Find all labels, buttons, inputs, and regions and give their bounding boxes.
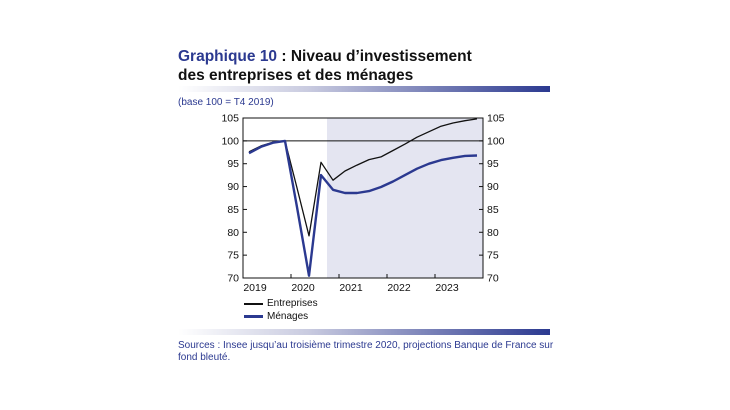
chart-title: Graphique 10 : Niveau d’investissement d… xyxy=(178,47,558,85)
title-rule xyxy=(178,86,550,92)
y-tick-label-right: 75 xyxy=(487,250,499,262)
y-tick-label-left: 70 xyxy=(227,273,239,285)
y-tick-label-right: 105 xyxy=(487,113,505,125)
legend-swatch-menages xyxy=(244,315,263,318)
y-tick-label-left: 105 xyxy=(221,113,239,125)
y-tick-label-left: 75 xyxy=(227,250,239,262)
unit-note: (base 100 = T4 2019) xyxy=(178,97,274,108)
y-tick-label-left: 85 xyxy=(227,204,239,216)
legend-item-menages: Ménages xyxy=(244,310,318,323)
x-tick-label: 2021 xyxy=(339,282,363,294)
y-tick-label-right: 90 xyxy=(487,181,499,193)
legend-item-entreprises: Entreprises xyxy=(244,297,318,310)
y-tick-label-left: 80 xyxy=(227,227,239,239)
legend-label-menages: Ménages xyxy=(267,311,309,322)
y-tick-label-right: 100 xyxy=(487,135,505,147)
sources-note: Sources : Insee jusqu’au troisième trime… xyxy=(178,340,554,363)
x-tick-label: 2019 xyxy=(243,282,267,294)
y-tick-label-right: 80 xyxy=(487,227,499,239)
footer-rule xyxy=(178,329,550,335)
x-tick-label: 2022 xyxy=(387,282,411,294)
y-tick-label-left: 95 xyxy=(227,158,239,170)
y-tick-label-right: 70 xyxy=(487,273,499,285)
series-line-menages xyxy=(248,139,478,277)
legend-swatch-entreprises xyxy=(244,302,263,305)
line-chart: 70 70 75 75 80 80 85 85 90 90 95 95 100 100 105 105 2019… xyxy=(221,113,505,295)
plot-frame xyxy=(242,117,484,279)
projection-shading xyxy=(327,118,483,278)
legend-label-entreprises: Entreprises xyxy=(267,298,318,309)
x-tick-label: 2020 xyxy=(291,282,315,294)
y-tick-label-left: 90 xyxy=(227,181,239,193)
y-tick-label-left: 100 xyxy=(221,135,239,147)
y-tick-label-right: 95 xyxy=(487,158,499,170)
y-tick-label-right: 85 xyxy=(487,204,499,216)
chart-title-line2: des entreprises et des ménages xyxy=(178,67,414,84)
chart-number: Graphique 10 xyxy=(178,48,278,65)
chart-title-line1: : Niveau d’investissement xyxy=(277,48,472,65)
x-tick-label: 2023 xyxy=(435,282,459,294)
legend: Entreprises Ménages xyxy=(244,297,318,323)
